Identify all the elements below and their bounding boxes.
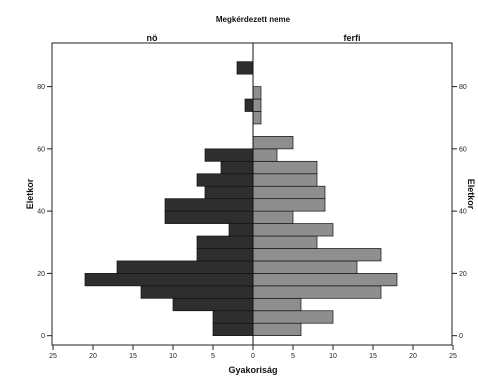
x-tick-label: 5 <box>291 353 295 360</box>
x-tick-label: 10 <box>329 353 337 360</box>
x-tick-label: 0 <box>251 353 255 360</box>
y-tick-label-left: 20 <box>37 271 45 278</box>
x-tick-label: 25 <box>449 353 457 360</box>
x-tick-label: 20 <box>89 353 97 360</box>
y-tick-label-right: 40 <box>459 209 467 216</box>
y-tick-label-right: 20 <box>459 271 467 278</box>
x-tick-label: 5 <box>211 353 215 360</box>
bar-male-age-4 <box>252 310 334 324</box>
bar-male-age-68 <box>252 111 262 125</box>
y-axis-title-right: Eletkor <box>466 179 476 210</box>
x-tick-label: 15 <box>129 353 137 360</box>
bar-female-age-48 <box>196 173 254 187</box>
bar-female-age-28 <box>196 235 254 249</box>
bar-male-age-16 <box>252 273 398 287</box>
x-tick-label: 15 <box>369 353 377 360</box>
bar-female-age-72 <box>244 98 254 112</box>
y-tick-label-left: 80 <box>37 84 45 91</box>
bar-male-age-0 <box>252 322 302 337</box>
bar-female-age-56 <box>204 148 254 162</box>
y-tick-label-left: 0 <box>41 333 45 340</box>
y-tick-label-right: 60 <box>459 146 467 153</box>
bar-female-age-40 <box>164 198 254 212</box>
bar-male-age-48 <box>252 173 318 187</box>
bar-female-age-52 <box>220 160 254 175</box>
bar-female-age-16 <box>84 273 254 287</box>
bar-male-age-44 <box>252 185 326 200</box>
bar-male-age-12 <box>252 285 382 299</box>
bar-male-age-8 <box>252 297 302 312</box>
x-tick-label: 25 <box>49 353 57 360</box>
y-tick-label-left: 60 <box>37 146 45 153</box>
y-tick-label-right: 80 <box>459 84 467 91</box>
bar-female-age-20 <box>116 260 254 274</box>
bar-male-age-24 <box>252 248 382 262</box>
bar-female-age-8 <box>172 297 254 312</box>
plot-frame <box>51 42 453 346</box>
x-tick-label: 20 <box>409 353 417 360</box>
bar-female-age-24 <box>196 248 254 262</box>
y-tick-label-left: 40 <box>37 209 45 216</box>
bar-female-age-4 <box>212 310 254 324</box>
y-tick-label-right: 0 <box>459 333 463 340</box>
x-tick-label: 10 <box>169 353 177 360</box>
axes-group: 0 0 20 20 40 40 60 60 80 80 25 20 15 10 5 0 5 10 15 20 25 <box>37 84 467 360</box>
chart-title: Megkérdezett neme <box>216 15 291 24</box>
panel-label-female: nö <box>147 33 158 43</box>
bar-female-age-44 <box>204 185 254 200</box>
bar-male-age-40 <box>252 198 326 212</box>
panel-label-male: ferfi <box>343 33 360 43</box>
bar-female-age-12 <box>140 285 254 299</box>
bar-female-age-36 <box>164 210 254 224</box>
bar-female-age-0 <box>212 322 254 337</box>
bar-male-age-36 <box>252 210 294 224</box>
bar-male-age-20 <box>252 260 358 274</box>
bar-male-age-32 <box>252 223 334 237</box>
bars-group <box>84 61 398 337</box>
y-axis-title-left: Eletkor <box>25 178 35 209</box>
bar-female-age-32 <box>228 223 254 237</box>
bar-male-age-52 <box>252 160 318 175</box>
bar-male-age-28 <box>252 235 318 249</box>
bar-male-age-56 <box>252 148 278 162</box>
bar-female-age-84 <box>236 61 254 75</box>
bar-male-age-60 <box>252 136 294 150</box>
x-axis-title: Gyakoriság <box>228 365 277 375</box>
bar-male-age-76 <box>252 86 262 100</box>
bar-male-age-72 <box>252 98 262 112</box>
